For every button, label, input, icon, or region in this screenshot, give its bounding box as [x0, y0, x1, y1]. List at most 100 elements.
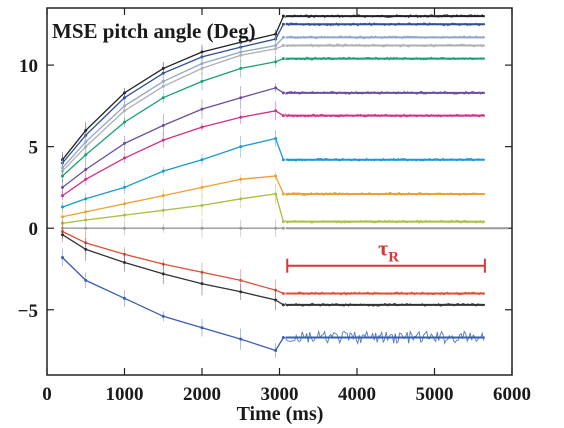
- data-point: [61, 205, 64, 209]
- data-point: [200, 107, 204, 111]
- data-point: [281, 57, 285, 61]
- data-point: [123, 156, 126, 160]
- data-point: [274, 174, 278, 178]
- series-layer: [61, 14, 509, 358]
- data-point: [281, 303, 285, 307]
- series-5: [61, 83, 485, 196]
- series-ramp-line: [62, 234, 284, 306]
- data-point: [161, 138, 165, 142]
- series-ramp-line: [62, 257, 284, 352]
- data-point: [239, 115, 243, 119]
- data-point: [281, 226, 285, 230]
- series-ramp-line: [62, 175, 284, 218]
- data-point: [84, 218, 88, 222]
- series-ramp-line: [62, 36, 284, 169]
- data-point: [274, 226, 278, 230]
- data-point: [123, 296, 126, 300]
- tau-r-label: τR: [378, 236, 399, 266]
- chart-title: MSE pitch angle (Deg): [52, 19, 256, 43]
- data-point: [123, 226, 126, 230]
- series-7: [61, 130, 485, 212]
- data-point: [84, 210, 88, 214]
- data-point: [274, 192, 278, 196]
- data-point: [84, 177, 88, 181]
- data-point: [123, 213, 126, 217]
- data-point: [281, 291, 285, 295]
- tick-labels: 0 1000 2000 3000 4000 5000 6000 −5 0 5 10: [18, 56, 531, 405]
- series-9: [61, 183, 485, 229]
- data-point: [123, 141, 126, 145]
- data-point: [200, 66, 204, 70]
- tau-symbol: τ: [378, 236, 388, 261]
- series-13: [61, 248, 485, 358]
- data-point: [161, 71, 165, 75]
- data-point: [274, 60, 278, 64]
- data-point: [239, 145, 243, 149]
- data-point: [274, 298, 278, 302]
- series-8: [61, 171, 485, 226]
- data-point: [200, 79, 204, 83]
- x-tick-label: 3000: [261, 384, 299, 405]
- data-point: [239, 337, 243, 341]
- data-point: [274, 47, 278, 51]
- data-point: [200, 226, 204, 230]
- data-point: [161, 123, 165, 127]
- series-ramp-line: [62, 87, 284, 188]
- x-tick-label: 6000: [493, 384, 531, 405]
- series-12: [61, 230, 485, 311]
- series-4: [61, 56, 485, 182]
- data-point: [84, 197, 88, 201]
- axis-ticks: [46, 8, 513, 375]
- data-point: [239, 226, 243, 230]
- series-ramp-line: [62, 110, 284, 197]
- annotation-layer: τR: [286, 236, 486, 273]
- data-point: [239, 53, 243, 57]
- data-point: [161, 208, 165, 212]
- data-point: [200, 282, 204, 286]
- data-point: [161, 96, 165, 100]
- data-point: [84, 247, 88, 251]
- data-point: [84, 153, 88, 157]
- data-point: [200, 326, 204, 330]
- data-point: [123, 109, 126, 113]
- data-point: [281, 91, 285, 95]
- data-point: [200, 185, 204, 189]
- data-point: [61, 185, 64, 189]
- data-point: [274, 136, 278, 140]
- data-point: [84, 167, 88, 171]
- data-point: [123, 120, 126, 124]
- x-tick-label: 1000: [106, 384, 144, 405]
- data-point: [84, 145, 88, 149]
- data-point: [281, 14, 285, 18]
- series-ramp-line: [62, 57, 284, 177]
- data-point: [281, 22, 285, 26]
- data-point: [84, 278, 88, 282]
- data-point: [123, 185, 126, 189]
- y-tick-label: 0: [29, 219, 39, 240]
- data-point: [239, 177, 243, 181]
- data-point: [123, 202, 126, 206]
- data-point: [200, 203, 204, 207]
- data-point: [84, 226, 88, 230]
- data-point: [274, 86, 278, 90]
- data-point: [61, 233, 64, 237]
- data-point: [281, 335, 285, 339]
- data-point: [239, 278, 243, 282]
- data-point: [161, 194, 165, 198]
- data-point: [123, 96, 126, 100]
- series-ramp-line: [62, 137, 285, 208]
- x-tick-label: 0: [42, 384, 52, 405]
- x-tick-label: 5000: [416, 384, 454, 405]
- data-point: [161, 169, 165, 173]
- data-point: [61, 194, 64, 198]
- series-ramp-line: [62, 230, 284, 295]
- plot-frame: [46, 7, 513, 376]
- series-ramp-line: [62, 193, 285, 224]
- data-point: [281, 114, 285, 118]
- data-point: [200, 158, 204, 162]
- data-point: [239, 290, 243, 294]
- data-point: [123, 260, 126, 264]
- series-11: [61, 220, 485, 302]
- y-tick-label: −5: [18, 301, 38, 322]
